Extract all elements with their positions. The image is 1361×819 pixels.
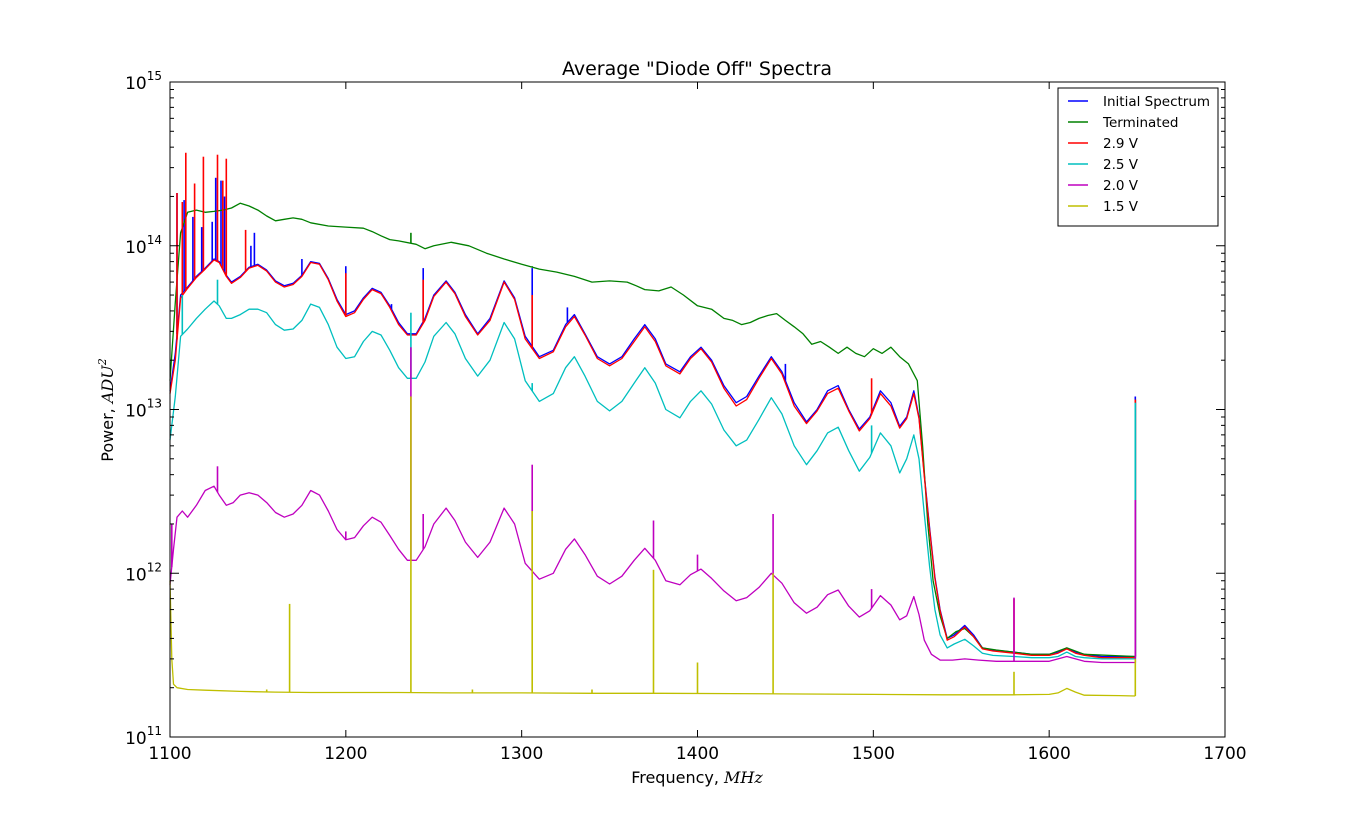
y-tick-exponent: 15 [147,69,162,83]
legend-label-2-0-v: 2.0 V [1103,178,1139,194]
y-tick-label: 1015 [125,69,162,94]
x-tick-label: 1300 [500,744,543,764]
x-tick-label: 1400 [676,744,719,764]
x-tick-label: 1200 [324,744,367,764]
x-tick-label: 1700 [1203,744,1246,764]
series-line-2-0-v [169,485,1136,664]
y-tick-exponent: 11 [147,724,162,738]
legend: Initial Spectrum Terminated 2.9 V 2.5 V 2.0 … [1057,87,1219,227]
legend-box [1057,87,1219,227]
y-tick-base: 10 [125,238,147,258]
series-layer [169,152,1137,697]
y-tick-label: 1011 [125,724,162,749]
y-tick-label: 1014 [125,233,162,258]
y-tick-base: 10 [125,565,147,585]
legend-label-1-5-v: 1.5 V [1103,199,1139,215]
x-tick-label: 1100 [148,744,191,764]
x-axis-unit: MHz [723,768,763,787]
x-tick-label: 1600 [1028,744,1071,764]
series-line-terminated [169,202,1136,658]
x-axis-label-text: Frequency, [631,768,719,787]
y-axis-label: Power, ADU2 [96,358,117,461]
x-tick-label: 1500 [852,744,895,764]
series-line-2-5-v [169,300,1136,660]
y-tick-base: 10 [125,402,147,422]
ticks-layer: 1100 1200 1300 1400 1500 1600 1700101110121013… [125,69,1247,764]
y-tick-exponent: 13 [147,397,162,411]
y-axis-unit: ADU [98,365,117,405]
y-tick-exponent: 14 [147,233,162,247]
y-axis-unit-exponent: 2 [96,358,109,366]
y-tick-label: 1013 [125,397,162,422]
chart-title: Average "Diode Off" Spectra [562,58,832,80]
y-tick-exponent: 12 [147,560,162,574]
y-axis-label-text: Power, [98,408,117,461]
y-tick-base: 10 [125,729,147,749]
series-1-5-v [169,396,1137,697]
x-axis-label: Frequency, MHz [631,768,763,787]
legend-label-initial-spectrum: Initial Spectrum [1103,94,1210,110]
series-line-2-9-v [169,259,1136,659]
legend-label-2-5-v: 2.5 V [1103,157,1139,173]
legend-label-2-9-v: 2.9 V [1103,136,1139,152]
legend-label-terminated: Terminated [1102,115,1178,131]
y-tick-base: 10 [125,74,147,94]
y-tick-label: 1012 [125,560,162,585]
